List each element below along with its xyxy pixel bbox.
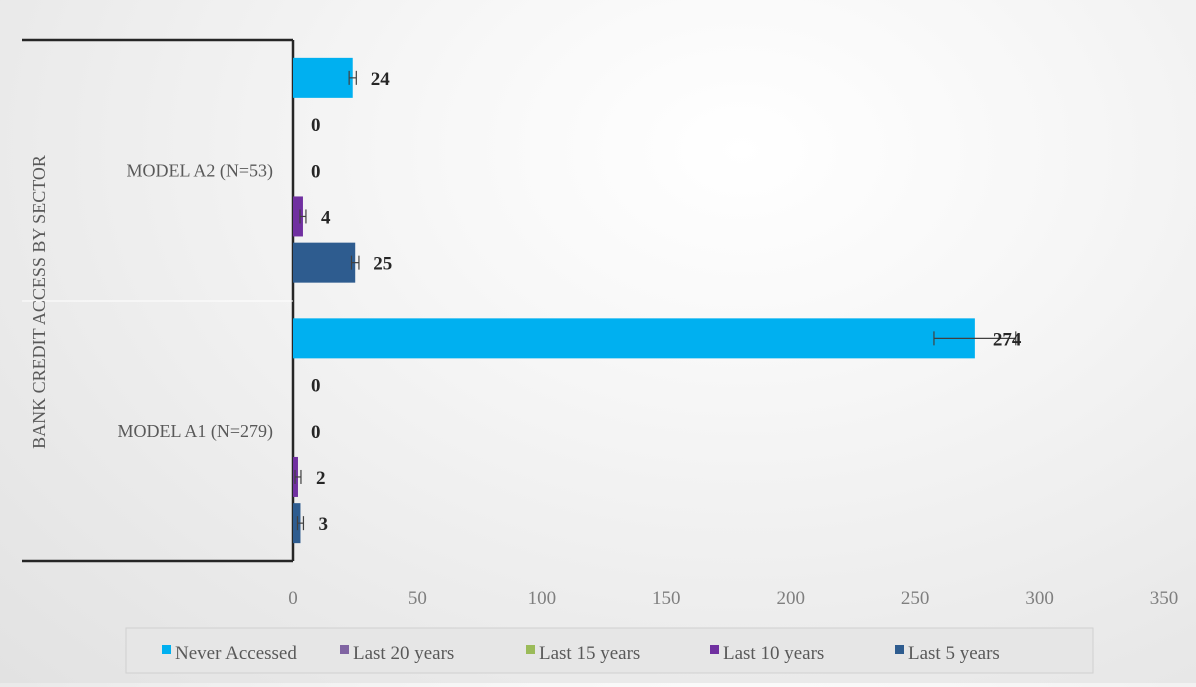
- legend-swatch-last-10-years: [710, 645, 719, 654]
- legend-label-last-5-years: Last 5 years: [908, 643, 1000, 664]
- data-label-last-10-years-model-a1-n-279: 2: [316, 468, 326, 489]
- legend: Never Accessed Last 20 years Last 15 years…: [126, 628, 1093, 673]
- legend-label-never-accessed: Never Accessed: [175, 643, 297, 664]
- data-label-last-15-years-model-a2-n-53: 0: [311, 161, 321, 182]
- x-tick-label-300: 300: [1025, 588, 1054, 609]
- legend-label-last-20-years: Last 20 years: [353, 643, 454, 664]
- data-label-never-accessed-model-a1-n-279: 274: [993, 329, 1022, 350]
- x-tick-label-0: 0: [288, 588, 298, 609]
- x-tick-label-150: 150: [652, 588, 681, 609]
- data-label-last-15-years-model-a1-n-279: 0: [311, 422, 321, 443]
- x-tick-label-350: 350: [1150, 588, 1179, 609]
- x-tick-label-50: 50: [408, 588, 427, 609]
- data-label-never-accessed-model-a2-n-53: 24: [371, 69, 391, 90]
- legend-swatch-never-accessed: [162, 645, 171, 654]
- data-label-last-10-years-model-a2-n-53: 4: [321, 207, 331, 228]
- category-label-model-a1-n-279: MODEL A1 (N=279): [118, 421, 273, 442]
- legend-swatch-last-15-years: [526, 645, 535, 654]
- y-axis-title: BANK CREDIT ACCESS BY SECTOR: [29, 155, 49, 449]
- data-label-last-5-years-model-a1-n-279: 3: [318, 514, 328, 535]
- legend-label-last-15-years: Last 15 years: [539, 643, 640, 664]
- legend-swatch-last-20-years: [340, 645, 349, 654]
- data-label-last-20-years-model-a1-n-279: 0: [311, 376, 321, 397]
- category-bracket: [22, 40, 293, 561]
- data-label-last-20-years-model-a2-n-53: 0: [311, 115, 321, 136]
- bar-never-accessed-model-a2-n-53: [293, 58, 353, 98]
- category-label-model-a2-n-53: MODEL A2 (N=53): [127, 160, 273, 181]
- legend-label-last-10-years: Last 10 years: [723, 643, 824, 664]
- x-tick-label-200: 200: [776, 588, 805, 609]
- bars-layer: [293, 58, 975, 543]
- x-tick-label-100: 100: [528, 588, 557, 609]
- x-tick-label-250: 250: [901, 588, 930, 609]
- bar-last-5-years-model-a2-n-53: [293, 243, 355, 283]
- legend-swatch-last-5-years: [895, 645, 904, 654]
- bar-never-accessed-model-a1-n-279: [293, 318, 975, 358]
- x-axis-ticks: 0 50 100 150 200 250 300 350: [288, 588, 1178, 609]
- data-labels-layer: 3 2 0 0 274 25 4 0 0 24: [311, 69, 1022, 535]
- error-bars-layer: [295, 71, 1016, 530]
- data-label-last-5-years-model-a2-n-53: 25: [373, 254, 392, 275]
